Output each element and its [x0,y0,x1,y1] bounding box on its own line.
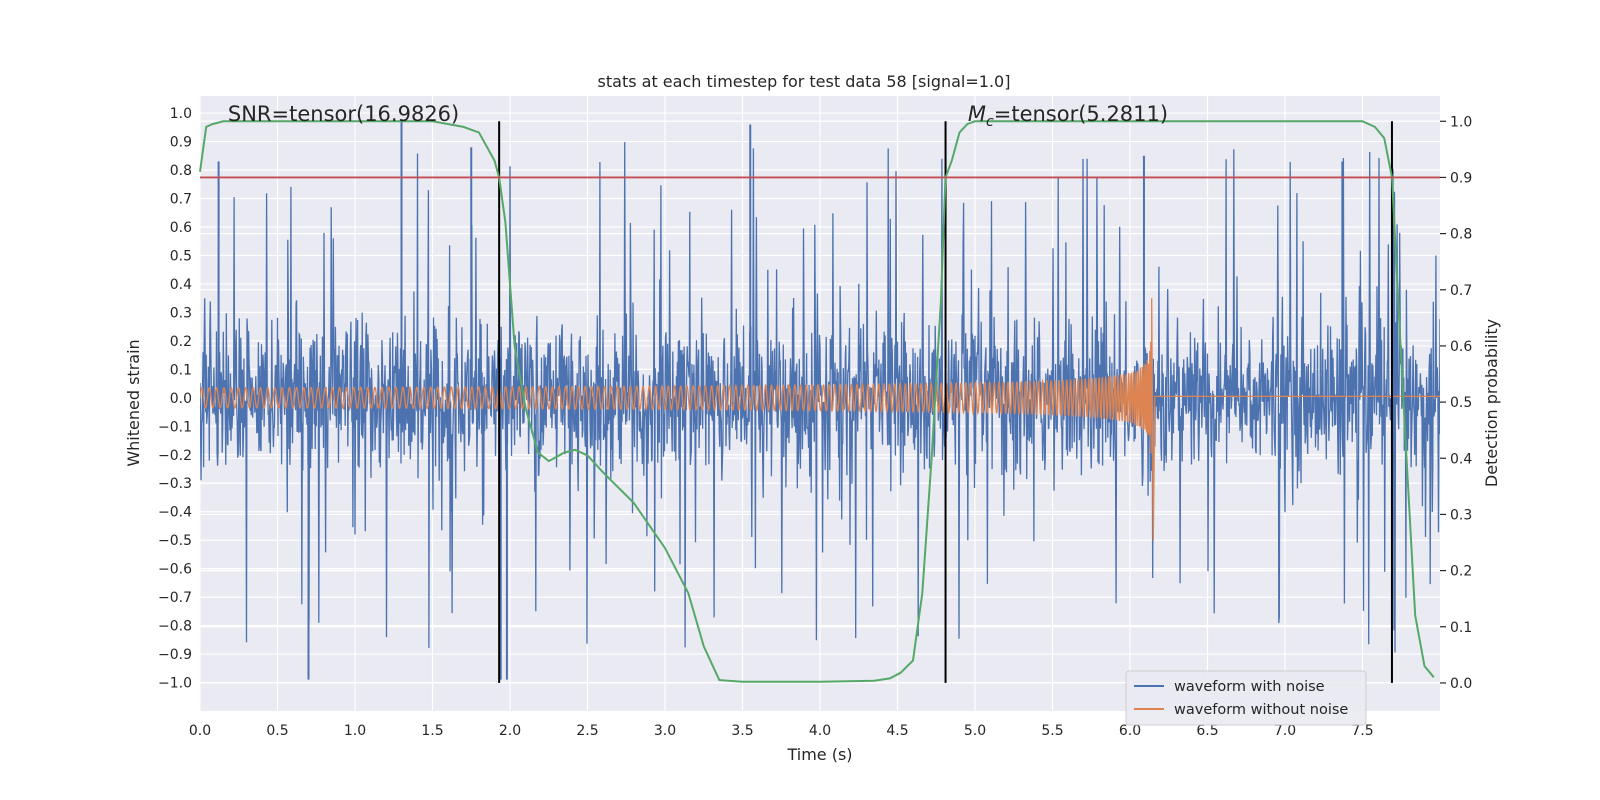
y-tick-label: −0.3 [158,476,192,492]
x-tick-label: 7.5 [1351,723,1373,739]
y-right-tick-label: 0.0 [1450,676,1472,692]
y-tick-label: −0.8 [158,619,192,635]
y-tick-label: −0.6 [158,562,192,578]
y-tick-label: −0.7 [158,590,192,606]
y-tick-label: −0.1 [158,419,192,435]
y-tick-label: −0.2 [158,448,192,464]
chirp-series [200,298,1440,541]
x-tick-label: 1.0 [344,723,366,739]
y-right-tick-label: 1.0 [1450,114,1472,130]
y-tick-label: 1.0 [170,106,192,122]
legend-label: waveform with noise [1174,679,1325,695]
y-tick-label: 0.8 [170,163,192,179]
y-right-tick-label: 0.4 [1450,451,1472,467]
y-axis-ticks: 1.0 0.9 0.8 0.7 0.6 0.5 0.4 0.3 0.2 0.1 0.0 −0.1 −0.… [158,106,192,691]
y-axis-label: Whitened strain [124,339,143,466]
legend: waveform with noise waveform without nois… [1125,670,1367,726]
x-tick-label: 0.0 [189,723,211,739]
y-tick-label: −0.4 [158,505,192,521]
y-tick-label: 0.4 [170,277,192,293]
x-tick-label: 0.5 [266,723,288,739]
y-tick-label: 0.9 [170,135,192,151]
x-tick-label: 7.0 [1274,723,1296,739]
y-tick-label: −0.9 [158,647,192,663]
chirp-mass-annotation: Mc=tensor(5.2811) [968,102,1168,130]
y-tick-label: 0.6 [170,220,192,236]
x-tick-label: 1.5 [421,723,443,739]
x-tick-label: 5.0 [964,723,986,739]
y-right-tick-label: 0.2 [1450,564,1472,580]
snr-annotation: SNR=tensor(16.9826) [228,102,459,126]
x-tick-label: 4.0 [809,723,831,739]
probability-line [199,120,1435,683]
y-right-tick-label: 0.6 [1450,339,1472,355]
y-right-tick-label: 0.1 [1450,620,1472,636]
chirp-waveform-line [200,298,1440,541]
x-tick-label: 3.0 [654,723,676,739]
x-tick-label: 5.5 [1041,723,1063,739]
x-axis-ticks: 0.0 0.5 1.0 1.5 2.0 2.5 3.0 3.5 4.0 4.5 5.0 5.5 6.0 6… [189,723,1374,739]
vertical-markers [498,121,1393,683]
y-tick-label: 0.7 [170,192,192,208]
chart-title: stats at each timestep for test data 58 … [598,72,1011,91]
y-right-axis-label: Detection probability [1482,319,1501,487]
x-tick-label: 2.5 [576,723,598,739]
y-right-tick-label: 0.8 [1450,227,1472,243]
x-tick-label: 6.5 [1196,723,1218,739]
annotations: SNR=tensor(16.9826) Mc=tensor(5.2811) [228,102,1168,130]
y-tick-label: 0.3 [170,305,192,321]
x-tick-label: 6.0 [1119,723,1141,739]
y-right-tick-label: 0.5 [1450,395,1472,411]
y-tick-label: 0.5 [170,248,192,264]
y-right-tick-label: 0.9 [1450,170,1472,186]
y-right-axis-ticks: 1.0 0.9 0.8 0.7 0.6 0.5 0.4 0.3 0.2 0.1 0.0 [1440,114,1472,692]
y-tick-label: 0.0 [170,391,192,407]
y-tick-label: 0.2 [170,334,192,350]
x-axis-label: Time (s) [786,745,852,764]
legend-label: waveform without noise [1174,702,1348,718]
x-tick-label: 4.5 [886,723,908,739]
y-right-tick-label: 0.7 [1450,283,1472,299]
probability-series [199,120,1435,683]
y-tick-label: 0.1 [170,362,192,378]
x-tick-label: 3.5 [731,723,753,739]
y-tick-label: −1.0 [158,676,192,692]
legend-box [1125,670,1367,726]
y-right-tick-label: 0.3 [1450,507,1472,523]
x-tick-label: 2.0 [499,723,521,739]
y-tick-label: −0.5 [158,533,192,549]
